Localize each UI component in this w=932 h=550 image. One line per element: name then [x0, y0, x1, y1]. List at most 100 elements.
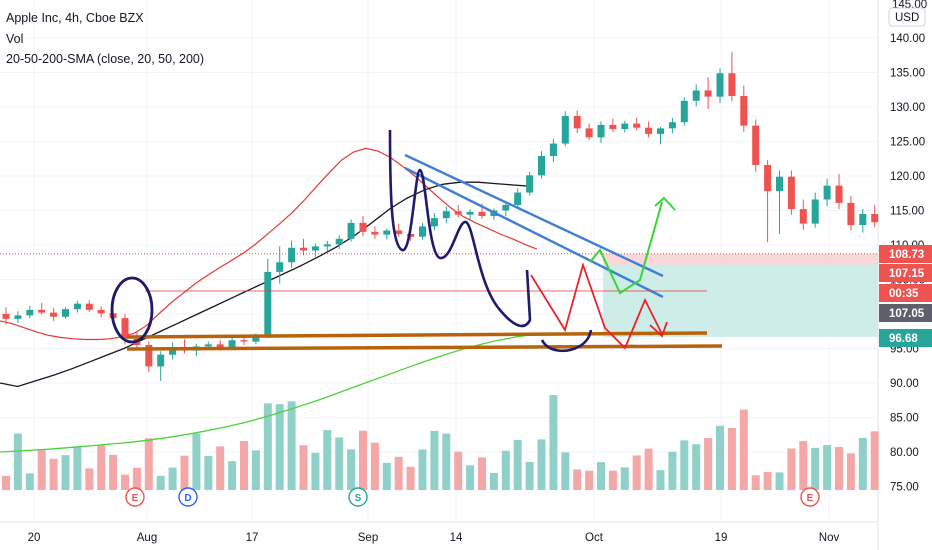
candle-body	[169, 347, 177, 355]
event-marker	[800, 487, 820, 507]
symbol-title[interactable]: Apple Inc, 4h, Cboe BZX	[6, 11, 144, 25]
volume-bar	[13, 433, 22, 490]
trendline-lower	[404, 166, 664, 299]
candle-body	[657, 128, 664, 134]
volume-bar	[418, 449, 427, 490]
volume-bar	[561, 452, 570, 490]
time-tick-label: Sep	[358, 532, 378, 544]
price-top-label: 145.00	[892, 0, 927, 11]
time-tick-label: Oct	[585, 532, 604, 544]
candle-body	[347, 222, 355, 239]
volume-bars	[2, 395, 932, 490]
event-marker	[125, 487, 145, 507]
volume-bar	[846, 453, 855, 490]
candle-body	[526, 175, 534, 193]
volume-bar	[787, 448, 796, 490]
price-badges: 108.73 107.15 00:35 107.05 96.68	[879, 245, 932, 347]
volume-bar	[549, 395, 558, 490]
candle-body	[454, 211, 462, 215]
price-badge-label: 107.15	[889, 268, 925, 280]
candle-body	[514, 192, 522, 205]
candle-body	[538, 155, 545, 176]
candle-body	[609, 124, 617, 130]
candle-body	[62, 309, 69, 317]
candle-body	[597, 124, 605, 138]
stop-loss-zone	[603, 253, 878, 266]
volume-bar	[727, 427, 736, 490]
candle-body	[252, 335, 260, 342]
volume-bar	[323, 430, 332, 490]
volume-bar	[85, 468, 94, 490]
candle-body	[157, 354, 165, 367]
volume-bar	[454, 451, 463, 490]
candle-body	[835, 185, 843, 203]
volume-bar	[751, 475, 760, 490]
price-badge-label: 107.05	[889, 308, 925, 320]
sma-200-line	[0, 332, 542, 453]
volume-bar	[251, 450, 260, 490]
event-marker-label: D	[184, 493, 191, 504]
volume-bar	[382, 462, 391, 490]
volume-bar	[656, 470, 665, 490]
volume-bar	[132, 467, 141, 490]
candle-body	[466, 211, 474, 215]
volume-bar	[620, 467, 629, 490]
volume-bar	[347, 449, 356, 490]
time-tick-label: 14	[450, 532, 463, 544]
candle-body	[478, 211, 486, 217]
volume-bar	[442, 433, 451, 490]
volume-bar	[799, 441, 808, 490]
candle-body	[764, 164, 772, 192]
volume-indicator-label[interactable]: Vol	[6, 31, 24, 46]
candle-body	[311, 246, 319, 251]
volume-bar	[489, 472, 498, 490]
volume-bar	[263, 403, 272, 490]
candle-body	[680, 100, 688, 123]
candle-body	[668, 122, 676, 129]
price-badge	[879, 245, 932, 263]
time-tick-label: Aug	[137, 532, 157, 544]
volume-bar	[478, 457, 486, 490]
take-profit-zone	[603, 264, 878, 337]
currency-box	[888, 7, 926, 27]
candle-body	[14, 315, 22, 319]
time-axis[interactable]: 20 Aug 17 Sep 14 Oct 19 Nov	[28, 532, 840, 544]
volume-bar	[2, 476, 10, 490]
volume-bar	[704, 438, 713, 490]
price-tick-label: 80.00	[890, 447, 919, 459]
candle-body	[633, 123, 641, 128]
volume-bar	[739, 409, 748, 490]
volume-bar	[466, 465, 475, 490]
volume-bar	[37, 450, 46, 490]
volume-bar	[240, 441, 248, 490]
bull-projection	[589, 201, 663, 295]
volume-bar	[430, 430, 439, 490]
volume-bar	[811, 447, 820, 490]
candle-body	[704, 90, 712, 97]
event-marker	[178, 487, 198, 507]
volume-bar	[835, 446, 843, 490]
candle-body	[728, 73, 736, 96]
price-tick-label: 135.00	[890, 68, 925, 80]
volume-bar	[513, 439, 522, 490]
candle-body	[752, 125, 760, 165]
price-tick-label: 75.00	[890, 482, 919, 494]
price-tick-label: 125.00	[890, 137, 925, 149]
price-tick-label: 115.00	[890, 206, 924, 218]
sma-indicator-label[interactable]: 20-50-200-SMA (close, 20, 50, 200)	[6, 52, 205, 66]
event-marker	[348, 487, 368, 507]
volume-bar	[608, 470, 617, 490]
volume-bar	[359, 430, 367, 490]
candle-body	[442, 211, 450, 219]
volume-bar	[537, 439, 546, 490]
candle-body	[871, 213, 879, 223]
volume-bar	[97, 445, 106, 490]
candle-body	[549, 143, 557, 156]
volume-bar	[335, 437, 344, 490]
volume-bar	[228, 461, 237, 490]
volume-bar	[406, 466, 415, 490]
volume-bar	[775, 472, 784, 490]
price-tick-label: 85.00	[890, 413, 919, 425]
volume-bar	[144, 438, 153, 490]
